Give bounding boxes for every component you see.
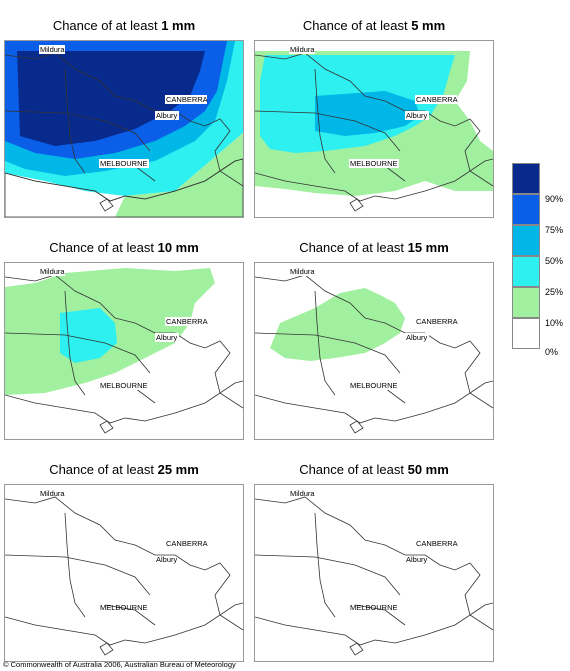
legend-swatch-10 <box>512 287 540 318</box>
panel-title: Chance of at least 15 mm <box>299 240 449 255</box>
legend-label-90: 90% <box>545 194 564 204</box>
albury-label: Albury <box>406 555 428 564</box>
probability-fill <box>5 268 215 395</box>
melbourne-label: MELBOURNE <box>350 381 398 390</box>
state-boundaries <box>255 496 493 646</box>
place-markers: Mildura CANBERRA Albury MELBOURNE <box>39 45 208 168</box>
probability-legend: 90% 75% 50% 25% 10% 0% <box>512 163 568 363</box>
canberra-label: CANBERRA <box>166 317 208 326</box>
canberra-label: CANBERRA <box>416 317 458 326</box>
legend-swatch-90 <box>512 163 540 194</box>
legend-label-50: 50% <box>545 256 564 266</box>
albury-label: Albury <box>156 333 178 342</box>
panel-title: Chance of at least 25 mm <box>49 462 199 477</box>
panel-title: Chance of at least 50 mm <box>299 462 449 477</box>
legend-label-75: 75% <box>545 225 564 235</box>
legend-swatch-75 <box>512 194 540 225</box>
melbourne-label: MELBOURNE <box>350 159 398 168</box>
panel-title: Chance of at least 1 mm <box>52 18 196 33</box>
melbourne-label: MELBOURNE <box>100 603 148 612</box>
legend-label-10: 10% <box>545 318 564 328</box>
copyright-notice: © Commonwealth of Australia 2006, Austra… <box>3 660 236 669</box>
probability-fill <box>5 41 243 217</box>
albury-label: Albury <box>406 333 428 342</box>
coastline <box>5 158 243 217</box>
place-markers: Mildura CANBERRA Albury MELBOURNE <box>289 267 458 390</box>
mildura-label: Mildura <box>290 489 315 498</box>
legend-swatch-0 <box>512 318 540 349</box>
melbourne-label: MELBOURNE <box>350 603 398 612</box>
map-frame: Mildura CANBERRA Albury MELBOURNE <box>4 262 244 440</box>
place-markers: Mildura CANBERRA Albury MELBOURNE <box>40 489 208 612</box>
legend-swatch-25 <box>512 256 540 287</box>
mildura-label: Mildura <box>40 45 65 54</box>
map-frame: Mildura CANBERRA Albury MELBOURNE <box>4 484 244 662</box>
coastline <box>99 642 114 656</box>
map-frame: Mildura CANBERRA Albury MELBOURNE <box>254 484 494 662</box>
albury-label: Albury <box>156 555 178 564</box>
place-markers: Mildura CANBERRA Albury MELBOURNE <box>39 267 208 390</box>
map-frame: Mildura CANBERRA Albury MELBOURNE <box>4 40 244 218</box>
map-frame: Mildura CANBERRA Albury MELBOURNE <box>254 262 494 440</box>
state-boundaries <box>5 496 243 646</box>
albury-label: Albury <box>406 111 428 120</box>
map-frame: Mildura CANBERRA Albury MELBOURNE <box>254 40 494 218</box>
albury-label: Albury <box>156 111 178 120</box>
panel-title: Chance of at least 10 mm <box>49 240 199 255</box>
legend-label-0: 0% <box>545 347 559 357</box>
probability-fill <box>255 51 493 196</box>
probability-fill <box>270 288 405 361</box>
canberra-label: CANBERRA <box>416 95 458 104</box>
canberra-label: CANBERRA <box>416 539 458 548</box>
melbourne-label: MELBOURNE <box>100 159 148 168</box>
melbourne-label: MELBOURNE <box>100 381 148 390</box>
canberra-label: CANBERRA <box>166 539 208 548</box>
place-markers: Mildura CANBERRA Albury MELBOURNE <box>290 489 458 612</box>
mildura-label: Mildura <box>40 267 65 276</box>
mildura-label: Mildura <box>290 45 315 54</box>
coastline <box>349 198 364 212</box>
coastline <box>349 420 364 434</box>
mildura-label: Mildura <box>290 267 315 276</box>
place-markers: Mildura CANBERRA Albury MELBOURNE <box>289 45 458 168</box>
legend-swatch-50 <box>512 225 540 256</box>
coastline <box>349 642 364 656</box>
coastline <box>99 420 114 434</box>
canberra-label: CANBERRA <box>166 95 208 104</box>
mildura-label: Mildura <box>40 489 65 498</box>
panel-title: Chance of at least 5 mm <box>302 18 446 33</box>
legend-label-25: 25% <box>545 287 564 297</box>
